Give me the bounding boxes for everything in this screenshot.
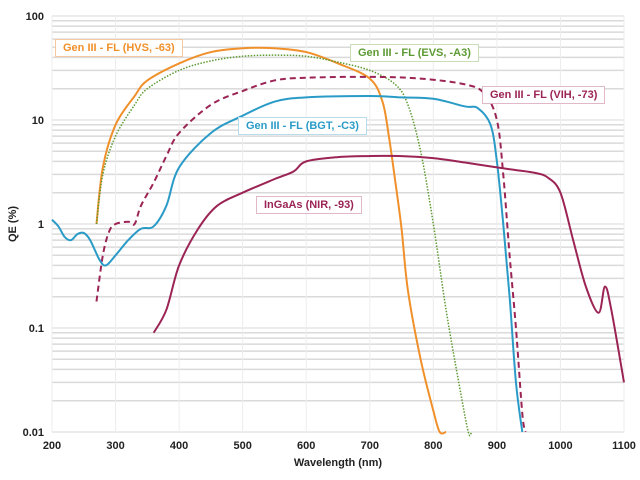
series-line-0 <box>95 46 447 435</box>
x-tick-label: 800 <box>424 440 442 452</box>
y-tick-label: 0.1 <box>29 323 44 335</box>
legend-label-bgt: Gen III - FL (BGT, -C3) <box>238 117 367 135</box>
legend-label-hvs: Gen III - FL (HVS, -63) <box>55 39 183 57</box>
series-line-4 <box>152 154 625 383</box>
y-axis-label: QE (%) <box>7 206 19 242</box>
y-tick-label: 0.01 <box>23 427 44 439</box>
x-tick-label: 900 <box>488 440 506 452</box>
y-tick-label: 100 <box>26 11 44 23</box>
tick-labels: 200 300 400 500 600 700 800 900 1000 11000.010.11… <box>23 11 636 452</box>
x-tick-label: 1000 <box>548 440 572 452</box>
series-line-2 <box>95 75 527 433</box>
y-tick-label: 10 <box>32 115 44 127</box>
legend-label-evs: Gen III - FL (EVS, -A3) <box>350 44 479 62</box>
grid <box>51 15 625 433</box>
x-axis-label: Wavelength (nm) <box>294 457 383 469</box>
series-lines <box>51 46 625 437</box>
x-tick-label: 1100 <box>612 440 636 452</box>
legend-label-nir: InGaAs (NIR, -93) <box>256 196 362 214</box>
x-tick-label: 600 <box>297 440 315 452</box>
y-tick-label: 1 <box>38 219 44 231</box>
x-tick-label: 700 <box>361 440 379 452</box>
series-line-3 <box>51 95 524 433</box>
x-tick-label: 300 <box>106 440 124 452</box>
x-tick-label: 200 <box>43 440 61 452</box>
x-tick-label: 400 <box>170 440 188 452</box>
series-line-1 <box>95 54 473 437</box>
legend-label-vih: Gen III - FL (VIH, -73) <box>482 86 606 104</box>
x-tick-label: 500 <box>233 440 251 452</box>
